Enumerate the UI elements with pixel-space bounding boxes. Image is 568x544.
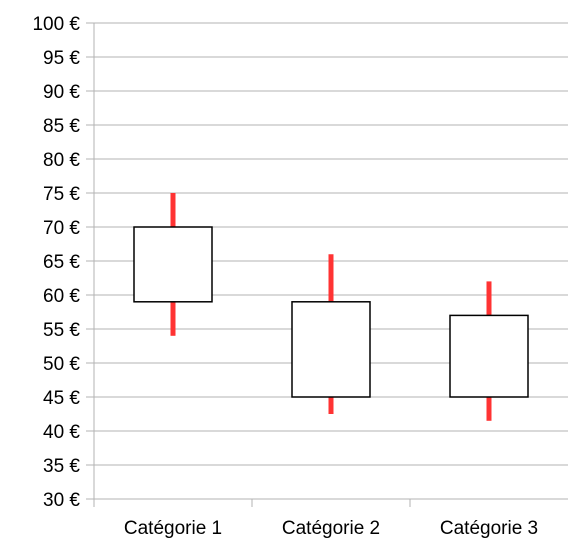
y-tick-label: 35 € bbox=[43, 456, 80, 477]
y-tick-label: 80 € bbox=[43, 150, 80, 171]
axes bbox=[93, 23, 568, 507]
y-tick-label: 40 € bbox=[43, 422, 80, 443]
y-axis-tick-labels: 30 € 35 € 40 € 45 € 50 € 55 € 60 € 65 € 70 € 75 €… bbox=[32, 14, 80, 511]
y-tick-label: 70 € bbox=[43, 218, 80, 239]
y-tick-label: 100 € bbox=[32, 14, 80, 35]
candle-box bbox=[291, 301, 371, 398]
y-tick-label: 90 € bbox=[43, 82, 80, 103]
y-tick-label: 65 € bbox=[43, 252, 80, 273]
x-tick-label: Catégorie 1 bbox=[124, 518, 222, 539]
y-tick-label: 75 € bbox=[43, 184, 80, 205]
candle-box bbox=[133, 226, 213, 303]
y-tick-label: 30 € bbox=[43, 490, 80, 511]
y-tick-label: 95 € bbox=[43, 48, 80, 69]
y-tick-label: 85 € bbox=[43, 116, 80, 137]
y-tick-label: 60 € bbox=[43, 286, 80, 307]
x-tick-label: Catégorie 2 bbox=[282, 518, 380, 539]
y-tick-label: 55 € bbox=[43, 320, 80, 341]
candle-box bbox=[449, 314, 529, 398]
x-axis-tick-labels: Catégorie 1 Catégorie 2 Catégorie 3 bbox=[124, 518, 538, 539]
x-tick-label: Catégorie 3 bbox=[440, 518, 538, 539]
y-tick-label: 45 € bbox=[43, 388, 80, 409]
y-tick-label: 50 € bbox=[43, 354, 80, 375]
candlesticks bbox=[133, 193, 529, 421]
